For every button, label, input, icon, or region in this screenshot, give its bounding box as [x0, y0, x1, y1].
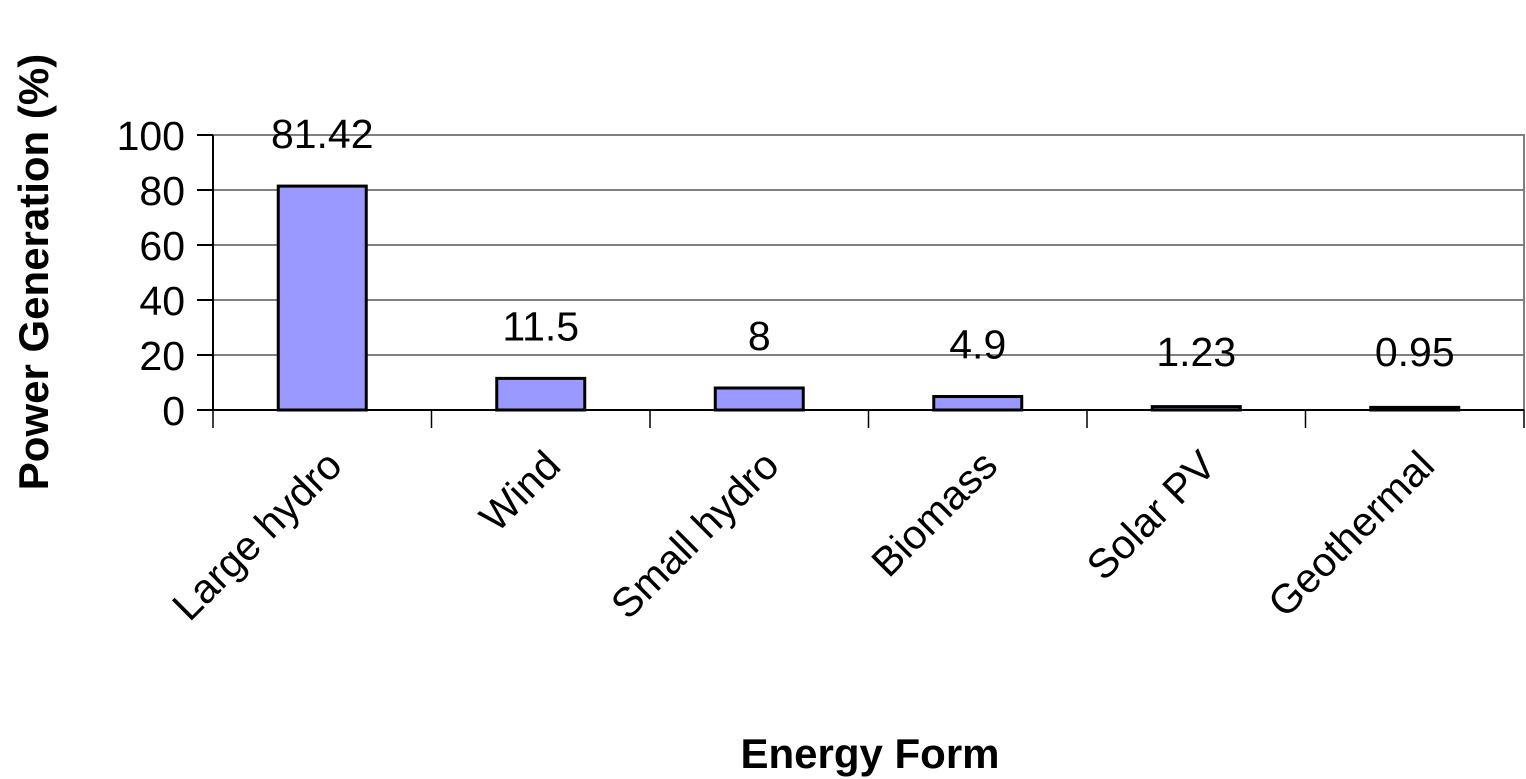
y-tick-label-80: 80 [139, 168, 185, 214]
data-label-large-hydro: 81.42 [271, 111, 374, 157]
x-tick-label-biomass: Biomass [862, 442, 1006, 586]
y-tick-label-20: 20 [139, 333, 185, 379]
x-tick-label-geothermal: Geothermal [1259, 442, 1443, 626]
data-label-biomass: 4.9 [949, 322, 1006, 368]
data-label-solar-pv: 1.23 [1156, 329, 1236, 375]
y-tick-label-100: 100 [117, 113, 185, 159]
bar-large-hydro [276, 184, 368, 412]
gridlines [213, 134, 1524, 356]
x-tick-label-solar-pv: Solar PV [1078, 441, 1225, 588]
x-tick-label-small-hydro: Small hydro [602, 442, 788, 628]
bar-small-hydro [713, 386, 805, 412]
data-label-small-hydro: 8 [748, 313, 771, 359]
plot-area-border [212, 134, 1525, 411]
y-tick-label-0: 0 [162, 388, 185, 434]
x-axis-title: Energy Form [740, 730, 999, 777]
bars [276, 184, 1461, 412]
bar-biomass [932, 395, 1024, 412]
y-tick-label-40: 40 [139, 278, 185, 324]
x-tick-labels: Large hydro Wind Small hydro Biomass Solar P… [163, 441, 1443, 629]
bar-wind [495, 376, 587, 412]
y-axis-title: Power Generation (%) [10, 54, 57, 490]
y-tick-labels: 0 20 40 60 80 100 [117, 113, 185, 434]
data-labels: 81.42 11.5 8 4.9 1.23 0.95 [271, 111, 1455, 375]
data-label-geothermal: 0.95 [1375, 329, 1455, 375]
x-tick-label-wind: Wind [471, 442, 570, 541]
axes [197, 134, 1525, 428]
x-tick-label-large-hydro: Large hydro [163, 442, 350, 629]
y-tick-label-60: 60 [139, 223, 185, 269]
data-label-wind: 11.5 [502, 303, 579, 349]
